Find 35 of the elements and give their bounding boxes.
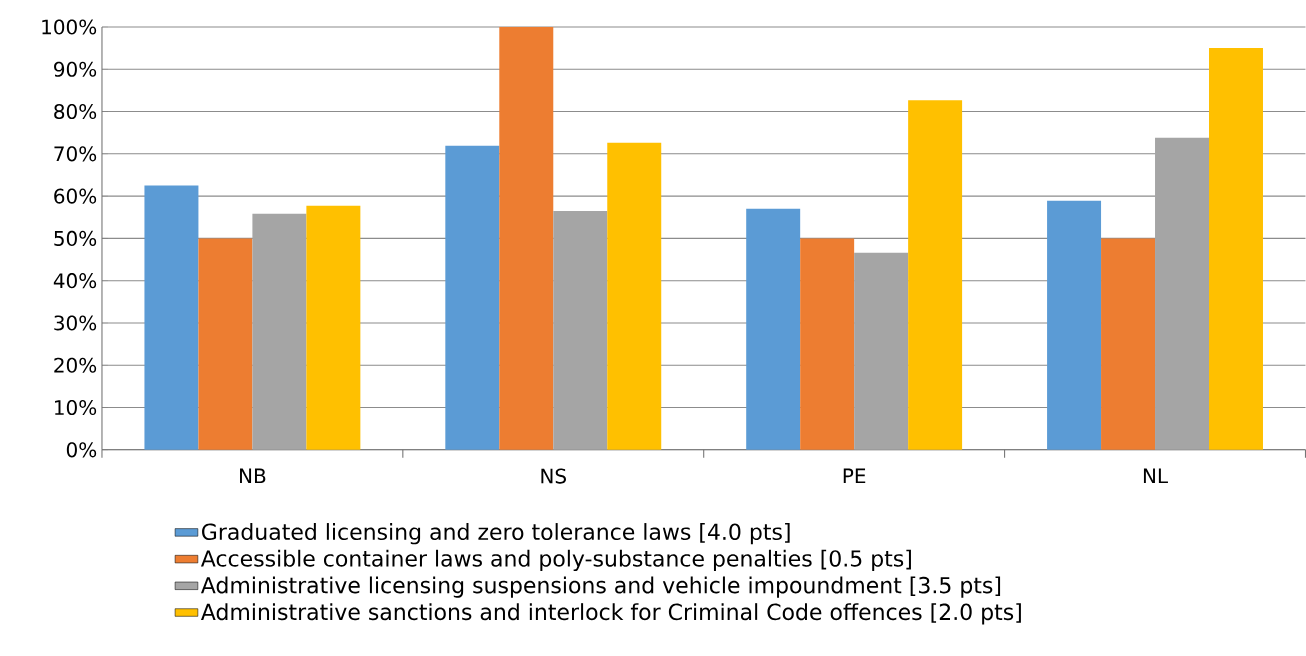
legend-label: Administrative sanctions and interlock for Criminal Code offences [2.0 pts]: [200, 603, 1021, 625]
y-tick-label: 50%: [54, 230, 97, 247]
y-tick-label: 40%: [53, 273, 97, 289]
bar: [144, 185, 199, 450]
legend-label: Administrative licensing suspensions and vehicle impoundment [3.5 pts]: [200, 576, 1001, 598]
bar: [306, 205, 361, 450]
bar: [198, 238, 253, 450]
bar: [1155, 137, 1209, 450]
x-tick-label: NL: [1143, 468, 1168, 484]
y-tick-label: 100%: [42, 19, 97, 35]
bar: [252, 214, 307, 450]
y-tick-label: 60%: [54, 188, 97, 204]
y-tick-label: 20%: [54, 357, 97, 373]
bar: [607, 142, 662, 450]
legend-label: Accessible container laws and poly-substance penalties [0.5 pts]: [200, 549, 911, 572]
bar: [445, 145, 500, 450]
y-tick-label: 10%: [55, 400, 97, 416]
y-tick-label: 0%: [66, 442, 97, 458]
bar: [1047, 200, 1102, 450]
x-tick-label: PE: [843, 468, 866, 484]
legend-label: Graduated licensing and zero tolerance laws [4.0 pts]: [202, 523, 790, 545]
y-tick-label: 90%: [54, 61, 97, 77]
bar: [499, 27, 554, 450]
y-tick-label: 30%: [54, 315, 97, 331]
bar: [553, 211, 608, 450]
bar: [746, 208, 801, 450]
x-tick-label: NS: [541, 468, 566, 484]
bar: [800, 238, 855, 450]
bar: [1209, 48, 1263, 450]
bar: [854, 252, 909, 450]
y-tick-label: 80%: [54, 104, 97, 120]
bar: [908, 100, 963, 450]
x-tick-label: NB: [240, 468, 266, 484]
bar: [1101, 238, 1156, 450]
y-tick-label: 70%: [54, 146, 97, 162]
